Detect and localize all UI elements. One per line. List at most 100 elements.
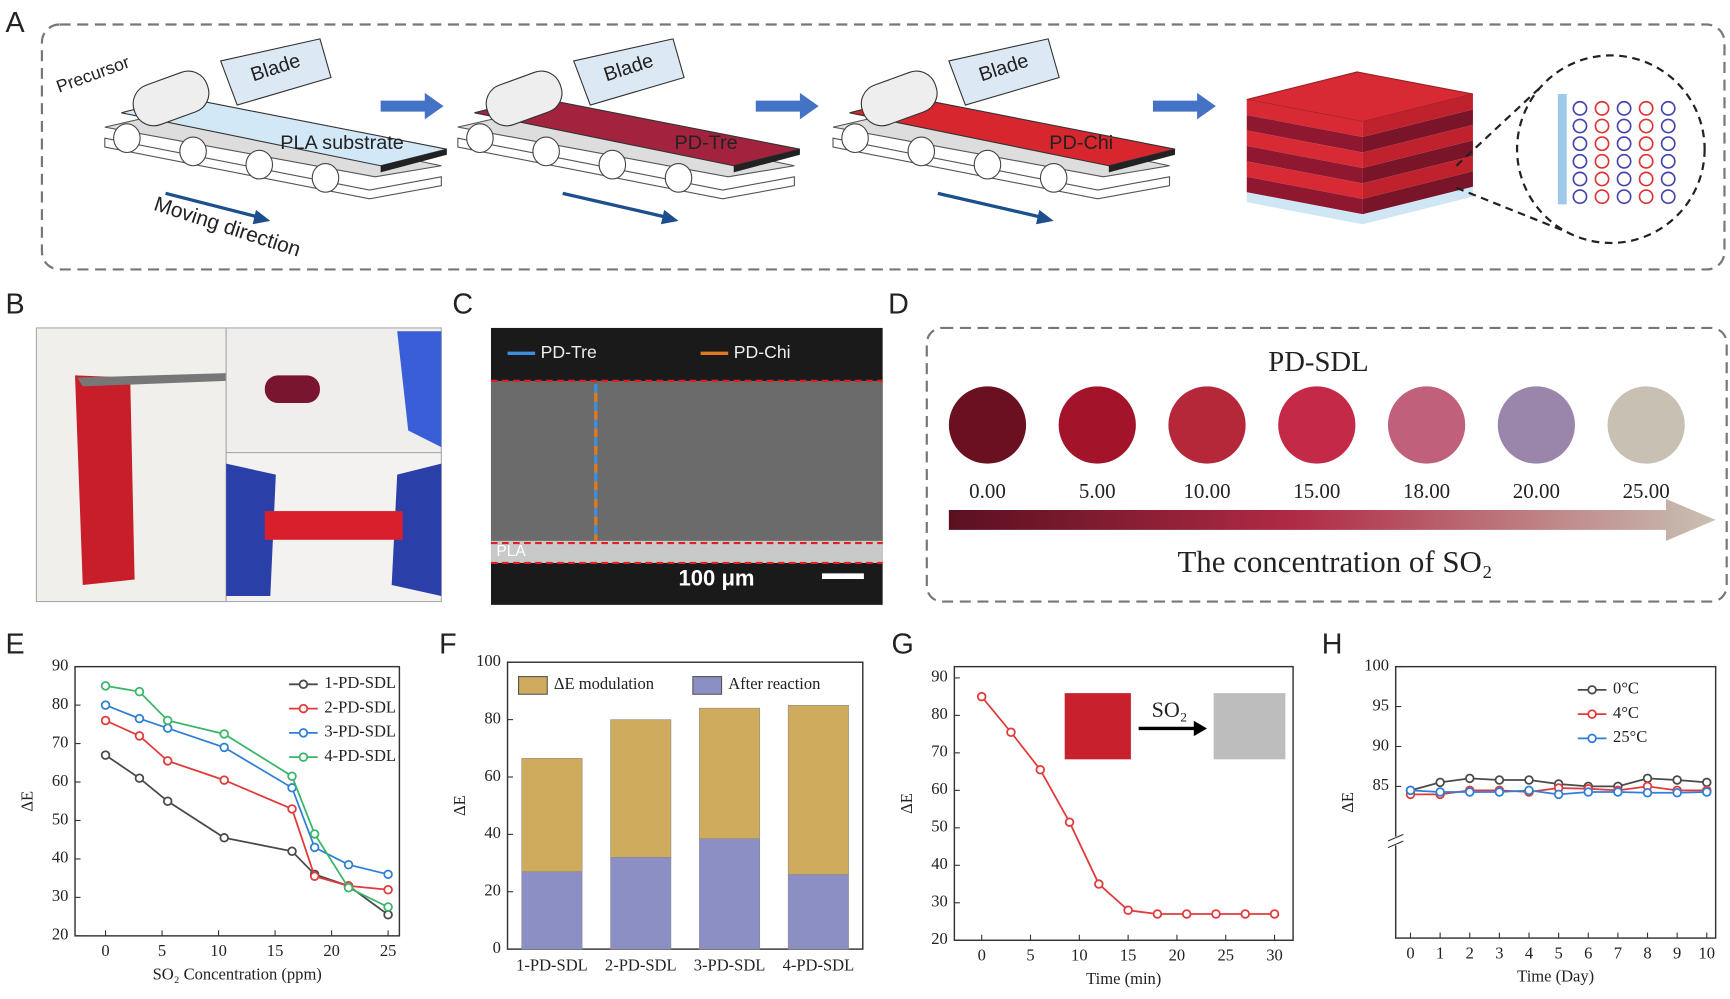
belt — [104, 137, 442, 200]
stack-layer — [1246, 114, 1363, 153]
charge — [1616, 171, 1632, 187]
charge — [1572, 153, 1588, 169]
gradient-label: The concentration of SO₂ — [1177, 544, 1492, 579]
charge — [1660, 118, 1676, 134]
charge — [1594, 136, 1610, 152]
plot-frame — [506, 661, 864, 950]
data-point — [134, 713, 145, 724]
legend-marker — [298, 703, 309, 714]
data-point — [1094, 879, 1104, 889]
zoom-line — [1455, 186, 1568, 233]
charge — [1594, 118, 1610, 134]
zoom-substrate — [1557, 94, 1567, 205]
panel-title: PD-SDL — [1268, 346, 1368, 378]
stack-layer — [1362, 140, 1473, 184]
charge — [1638, 100, 1654, 116]
x-tick-label: 2 — [1466, 943, 1474, 962]
data-point — [1553, 789, 1564, 800]
legend-label: 4°C — [1613, 703, 1639, 722]
charge — [1638, 153, 1654, 169]
data-point — [1672, 775, 1682, 785]
data-point — [1064, 817, 1075, 827]
direction-label: Moving direction — [151, 193, 303, 262]
panel-letter: G — [891, 628, 913, 660]
x-tick-label: 4 — [1525, 943, 1533, 962]
inset-photo — [1064, 693, 1131, 760]
charge — [1594, 100, 1610, 116]
data-point — [1583, 787, 1594, 797]
y-tick-label: 95 — [1373, 695, 1390, 714]
data-point — [1035, 764, 1046, 775]
charge — [1638, 118, 1654, 134]
x-tick-label: 0 — [101, 941, 109, 960]
charge — [1616, 153, 1632, 169]
data-point — [1211, 909, 1221, 919]
concentration-label: 5.00 — [1079, 479, 1116, 503]
cylinder — [485, 70, 563, 127]
data-point — [100, 700, 111, 710]
data-point — [343, 883, 354, 893]
x-tick-label: 5 — [1026, 946, 1034, 965]
glove — [391, 463, 442, 597]
data-point — [1269, 909, 1280, 919]
x-tick-label: 1-PD-SDL — [516, 956, 588, 975]
process-arrow — [380, 92, 444, 120]
legend-label: 4-PD-SDL — [324, 746, 396, 765]
data-point — [162, 756, 173, 766]
sheet-edge — [1108, 149, 1176, 173]
panel-a-frame — [40, 23, 1726, 271]
x-tick-label: 2-PD-SDL — [605, 956, 677, 975]
plot-frame — [953, 665, 1294, 941]
direction-arrow — [562, 191, 674, 221]
legend-label: After reaction — [728, 674, 821, 693]
zoom-circle — [1515, 54, 1706, 245]
bar-segment — [699, 838, 761, 950]
data-point — [219, 833, 229, 843]
layer-label: PD-Tre — [675, 132, 738, 154]
x-axis-label: Time (min) — [1086, 969, 1161, 988]
legend-label: 3-PD-SDL — [324, 722, 396, 741]
y-axis-label: ΔE — [897, 793, 916, 814]
axis-break-gap — [1387, 836, 1404, 846]
charge — [1572, 171, 1588, 187]
roller — [1039, 162, 1068, 193]
y-axis-label: ΔE — [450, 795, 469, 816]
sem-label: PLA — [496, 543, 526, 560]
data-point — [1613, 787, 1623, 797]
data-point — [1524, 775, 1534, 785]
data-point — [287, 804, 297, 814]
stack-layer — [1246, 161, 1363, 199]
series-line — [105, 719, 389, 891]
data-point — [1435, 777, 1445, 788]
data-point — [309, 829, 320, 839]
plot-frame — [74, 665, 401, 937]
legend-swatch — [692, 676, 723, 695]
y-tick-label: 50 — [52, 809, 69, 828]
series-line — [105, 685, 389, 908]
charge — [1616, 189, 1632, 205]
y-tick-label: 40 — [52, 848, 69, 867]
y-tick-label: 60 — [484, 766, 501, 785]
concentration-label: 18.00 — [1403, 479, 1450, 503]
y-tick-label: 40 — [484, 823, 501, 842]
legend-marker — [1587, 709, 1597, 719]
stack-layer — [1362, 94, 1473, 138]
x-tick-label: 15 — [267, 941, 284, 960]
y-tick-label: 40 — [931, 854, 948, 873]
charge — [1616, 118, 1632, 134]
legend-label: 25°C — [1613, 727, 1647, 746]
data-point — [343, 859, 354, 870]
y-tick-label: 90 — [1373, 735, 1390, 754]
belt — [832, 137, 1171, 200]
bar-segment — [787, 704, 849, 875]
sem-substrate — [490, 540, 883, 563]
data-point — [1465, 773, 1475, 784]
color-swatch — [1058, 386, 1136, 464]
color-swatch — [1387, 386, 1466, 464]
glove — [226, 463, 276, 597]
concentration-label: 0.00 — [969, 479, 1006, 503]
inset-arrow-head — [1193, 720, 1208, 737]
data-point — [976, 691, 987, 702]
color-swatch — [1168, 386, 1246, 464]
data-point — [219, 729, 229, 739]
